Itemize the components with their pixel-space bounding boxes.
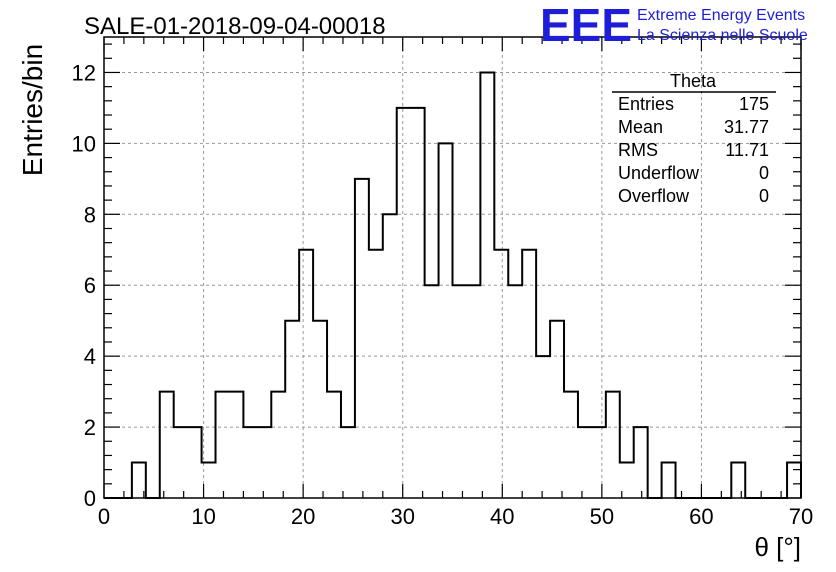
y-tick-label: 10 bbox=[72, 131, 96, 156]
x-axis-label: θ [°] bbox=[754, 532, 801, 562]
axis-ticks: 0 10 20 30 40 50 60 70 0 2 4 6 8 10 12 bbox=[72, 37, 813, 529]
stats-box: Theta Entries 175 Mean 31.77 RMS 11.71 Underfl… bbox=[612, 71, 776, 206]
bin-29 bbox=[508, 285, 522, 498]
bin-36 bbox=[606, 392, 620, 498]
bin-28 bbox=[494, 250, 508, 498]
stats-label: Entries bbox=[618, 94, 674, 114]
bin-10 bbox=[243, 427, 257, 498]
eee-logo-line1: Extreme Energy Events bbox=[637, 7, 805, 24]
bin-8 bbox=[216, 392, 230, 498]
bin-40 bbox=[662, 463, 676, 498]
eee-logo-mark: EEE bbox=[540, 0, 632, 51]
bin-18 bbox=[355, 179, 369, 498]
bin-22 bbox=[411, 108, 425, 498]
bin-17 bbox=[341, 427, 355, 498]
x-tick-label: 20 bbox=[291, 504, 315, 529]
bin-6 bbox=[188, 427, 202, 498]
stats-label: Underflow bbox=[618, 163, 700, 183]
y-tick-label: 4 bbox=[84, 344, 96, 369]
histogram-outline bbox=[104, 71, 802, 499]
bin-45 bbox=[731, 463, 745, 498]
y-tick-label: 0 bbox=[84, 486, 96, 511]
bin-31 bbox=[536, 356, 550, 498]
x-tick-label: 40 bbox=[490, 504, 514, 529]
x-tick-label: 50 bbox=[590, 504, 614, 529]
bin-21 bbox=[397, 108, 411, 498]
y-tick-label: 2 bbox=[84, 415, 96, 440]
bin-5 bbox=[174, 427, 188, 498]
y-axis-label: Entries/bin bbox=[17, 44, 48, 176]
bin-33 bbox=[564, 392, 578, 498]
stats-value: 11.71 bbox=[725, 140, 769, 160]
bin-16 bbox=[327, 392, 341, 498]
stats-label: Mean bbox=[618, 117, 663, 137]
bin-11 bbox=[257, 427, 271, 498]
stats-label: RMS bbox=[618, 140, 658, 160]
bin-34 bbox=[578, 427, 592, 498]
bin-32 bbox=[550, 321, 564, 498]
bin-20 bbox=[383, 214, 397, 498]
stats-value: 0 bbox=[759, 163, 769, 183]
x-tick-label: 30 bbox=[390, 504, 414, 529]
bin-23 bbox=[425, 285, 439, 498]
eee-logo-line2: La Scienza nelle Scuole bbox=[637, 27, 808, 44]
plot-frame bbox=[103, 36, 802, 499]
bin-49 bbox=[787, 463, 801, 498]
bin-15 bbox=[313, 321, 327, 498]
eee-logo: EEE Extreme Energy Events La Scienza nel… bbox=[540, 0, 808, 51]
bin-4 bbox=[160, 392, 174, 498]
x-tick-label: 60 bbox=[689, 504, 713, 529]
bin-26 bbox=[466, 285, 480, 498]
bin-12 bbox=[271, 392, 285, 498]
y-tick-label: 12 bbox=[72, 60, 96, 85]
bin-27 bbox=[480, 72, 494, 498]
y-tick-label: 8 bbox=[84, 202, 96, 227]
bin-35 bbox=[592, 427, 606, 498]
bin-13 bbox=[285, 321, 299, 498]
stats-value: 0 bbox=[759, 186, 769, 206]
stats-label: Overflow bbox=[618, 186, 690, 206]
x-tick-label: 0 bbox=[98, 504, 110, 529]
bin-24 bbox=[439, 143, 453, 498]
bin-14 bbox=[299, 250, 313, 498]
x-tick-label: 10 bbox=[191, 504, 215, 529]
stats-title: Theta bbox=[670, 71, 717, 91]
stats-value: 31.77 bbox=[724, 117, 769, 137]
stats-value: 175 bbox=[739, 94, 769, 114]
x-tick-label: 70 bbox=[789, 504, 813, 529]
histogram-bars bbox=[104, 71, 802, 499]
bin-38 bbox=[634, 427, 648, 498]
bin-9 bbox=[229, 392, 243, 498]
run-title: SALE-01-2018-09-04-00018 bbox=[84, 13, 386, 40]
bin-25 bbox=[453, 285, 467, 498]
bin-19 bbox=[369, 250, 383, 498]
bin-30 bbox=[522, 250, 536, 498]
y-tick-label: 6 bbox=[84, 273, 96, 298]
